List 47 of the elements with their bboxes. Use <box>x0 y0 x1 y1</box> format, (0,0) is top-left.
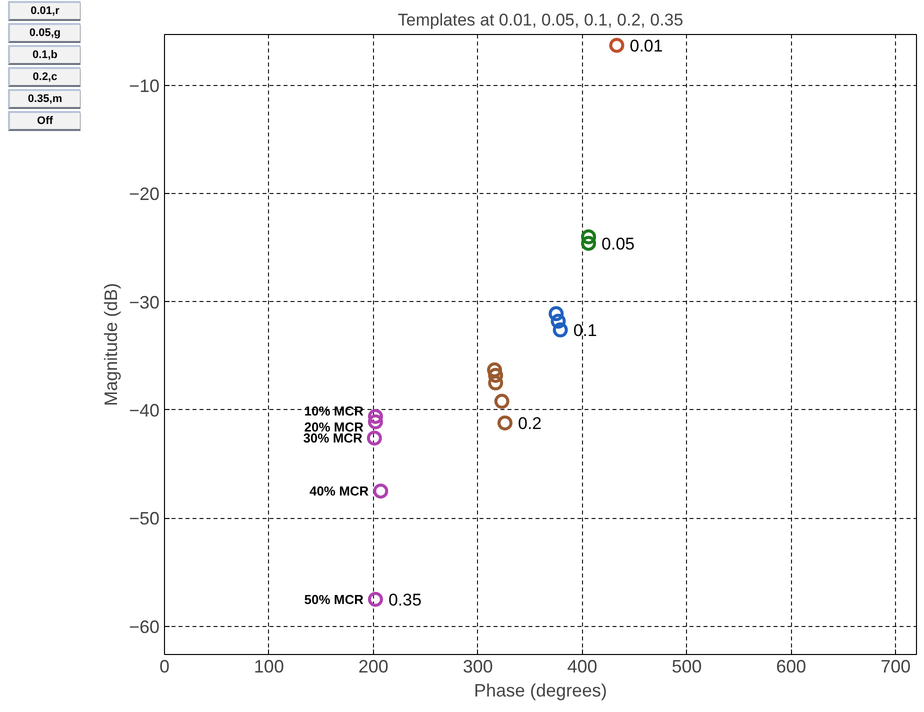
annotation: 40% MCR <box>309 484 370 499</box>
text: 0.05,g <box>29 26 61 41</box>
point <box>550 314 566 329</box>
x-tick-label: 400 <box>567 656 598 676</box>
y-tick-label: −10 <box>128 76 160 96</box>
point <box>581 229 596 244</box>
point <box>368 408 383 424</box>
series-label: 0.2 <box>518 414 542 433</box>
y-tick-label: −50 <box>128 508 160 529</box>
y-tick-label: −20 <box>128 184 160 204</box>
text: 0.01,r <box>30 4 60 19</box>
point <box>373 484 388 499</box>
y-tick-label: −40 <box>128 400 160 420</box>
x-tick-label: 300 <box>462 656 493 676</box>
point <box>366 430 382 446</box>
series-label: 0.05 <box>602 234 635 254</box>
point <box>488 368 504 383</box>
x-tick-label: 100 <box>254 656 284 676</box>
point <box>552 322 568 338</box>
point <box>494 394 510 409</box>
point <box>581 236 596 251</box>
x-tick-label: 500 <box>672 656 702 676</box>
y-tick-label: −60 <box>128 616 160 637</box>
point <box>368 414 383 430</box>
text: Off <box>37 114 53 129</box>
y-axis-title: Magnitude (dB) <box>100 282 121 406</box>
x-tick-label: 0 <box>159 656 170 676</box>
annotation: 50% MCR <box>304 592 364 607</box>
point <box>368 592 383 607</box>
point <box>488 375 504 390</box>
point <box>548 306 564 322</box>
x-tick-label: 600 <box>776 656 806 676</box>
series-label: 0.1 <box>573 320 597 340</box>
x-axis-title: Phase (degrees) <box>474 680 608 700</box>
point <box>609 38 624 53</box>
series-label: 0.01 <box>630 36 663 56</box>
text: 0.1,b <box>32 48 58 63</box>
y-tick-label: −30 <box>128 292 160 312</box>
series-label: 0.35 <box>388 590 422 610</box>
chart-title: Templates at 0.01, 0.05, 0.1, 0.2, 0.35 <box>398 10 684 30</box>
text: 0.2,c <box>32 70 58 85</box>
text: 0.35,m <box>28 92 62 107</box>
x-tick-label: 200 <box>358 656 388 676</box>
x-tick-label: 700 <box>880 656 911 676</box>
point <box>497 415 512 430</box>
point <box>487 362 502 378</box>
annotation: 30% MCR <box>303 430 364 446</box>
